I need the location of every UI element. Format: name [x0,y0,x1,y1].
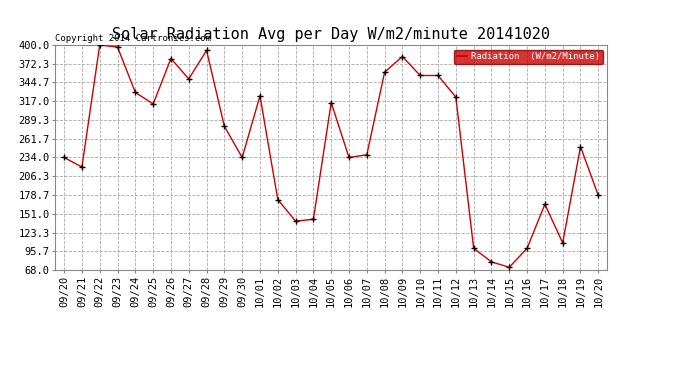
Text: Copyright 2014 Cartronics.com: Copyright 2014 Cartronics.com [55,34,211,43]
Legend: Radiation  (W/m2/Minute): Radiation (W/m2/Minute) [454,50,602,64]
Title: Solar Radiation Avg per Day W/m2/minute 20141020: Solar Radiation Avg per Day W/m2/minute … [112,27,550,42]
